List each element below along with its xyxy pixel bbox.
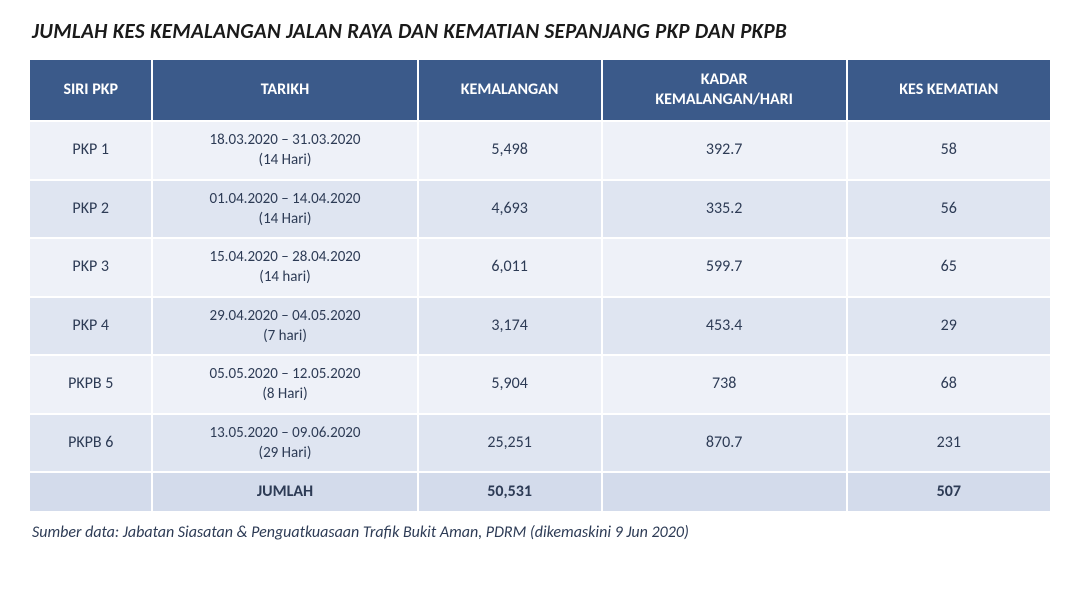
cell-kematian: 56 <box>848 181 1050 238</box>
cell-total-kadar <box>603 473 846 511</box>
page: JUMLAH KES KEMALANGAN JALAN RAYA DAN KEM… <box>0 0 1080 607</box>
accident-table: SIRI PKP TARIKH KEMALANGAN KADAR KEMALAN… <box>28 58 1052 513</box>
cell-total-label: JUMLAH <box>153 473 416 511</box>
cell-tarikh-line2: (14 hari) <box>159 267 410 287</box>
cell-kematian: 68 <box>848 356 1050 413</box>
cell-kadar: 453.4 <box>603 298 846 355</box>
table-row: PKP 1 18.03.2020 – 31.03.2020 (14 Hari) … <box>30 122 1050 179</box>
table-total-row: JUMLAH 50,531 507 <box>30 473 1050 511</box>
cell-total-blank <box>30 473 151 511</box>
cell-kematian: 58 <box>848 122 1050 179</box>
table-row: PKP 2 01.04.2020 – 14.04.2020 (14 Hari) … <box>30 181 1050 238</box>
cell-tarikh-line1: 15.04.2020 – 28.04.2020 <box>159 247 410 267</box>
cell-siri: PKP 4 <box>30 298 151 355</box>
cell-kemalangan: 25,251 <box>419 415 601 472</box>
th-tarikh: TARIKH <box>153 60 416 120</box>
th-kemalangan: KEMALANGAN <box>419 60 601 120</box>
th-kematian: KES KEMATIAN <box>848 60 1050 120</box>
cell-tarikh-line2: (14 Hari) <box>159 209 410 229</box>
cell-kadar: 870.7 <box>603 415 846 472</box>
cell-kemalangan: 3,174 <box>419 298 601 355</box>
cell-total-kemalangan: 50,531 <box>419 473 601 511</box>
cell-tarikh: 18.03.2020 – 31.03.2020 (14 Hari) <box>153 122 416 179</box>
cell-tarikh: 15.04.2020 – 28.04.2020 (14 hari) <box>153 239 416 296</box>
th-kadar-line1: KADAR <box>701 70 748 89</box>
th-kadar-line2: KEMALANGAN/HARI <box>655 90 793 109</box>
cell-tarikh-line1: 18.03.2020 – 31.03.2020 <box>159 130 410 150</box>
cell-tarikh: 01.04.2020 – 14.04.2020 (14 Hari) <box>153 181 416 238</box>
cell-tarikh-line2: (7 hari) <box>159 326 410 346</box>
cell-tarikh-line1: 01.04.2020 – 14.04.2020 <box>159 189 410 209</box>
cell-tarikh: 05.05.2020 – 12.05.2020 (8 Hari) <box>153 356 416 413</box>
cell-siri: PKPB 6 <box>30 415 151 472</box>
cell-kadar: 599.7 <box>603 239 846 296</box>
table-header-row: SIRI PKP TARIKH KEMALANGAN KADAR KEMALAN… <box>30 60 1050 120</box>
cell-tarikh: 13.05.2020 – 09.06.2020 (29 Hari) <box>153 415 416 472</box>
cell-siri: PKP 3 <box>30 239 151 296</box>
cell-siri: PKP 2 <box>30 181 151 238</box>
table-row: PKPB 6 13.05.2020 – 09.06.2020 (29 Hari)… <box>30 415 1050 472</box>
cell-kemalangan: 5,904 <box>419 356 601 413</box>
cell-tarikh-line2: (14 Hari) <box>159 150 410 170</box>
cell-kematian: 65 <box>848 239 1050 296</box>
cell-tarikh-line1: 13.05.2020 – 09.06.2020 <box>159 423 410 443</box>
cell-tarikh-line1: 05.05.2020 – 12.05.2020 <box>159 364 410 384</box>
cell-tarikh-line1: 29.04.2020 – 04.05.2020 <box>159 306 410 326</box>
cell-kadar: 335.2 <box>603 181 846 238</box>
cell-siri: PKPB 5 <box>30 356 151 413</box>
cell-tarikh-line2: (29 Hari) <box>159 443 410 463</box>
cell-kadar: 392.7 <box>603 122 846 179</box>
cell-tarikh-line2: (8 Hari) <box>159 384 410 404</box>
page-title: JUMLAH KES KEMALANGAN JALAN RAYA DAN KEM… <box>32 18 1052 44</box>
cell-kematian: 231 <box>848 415 1050 472</box>
cell-kematian: 29 <box>848 298 1050 355</box>
cell-kadar: 738 <box>603 356 846 413</box>
cell-tarikh: 29.04.2020 – 04.05.2020 (7 hari) <box>153 298 416 355</box>
cell-kemalangan: 5,498 <box>419 122 601 179</box>
th-siri: SIRI PKP <box>30 60 151 120</box>
cell-total-kematian: 507 <box>848 473 1050 511</box>
table-row: PKPB 5 05.05.2020 – 12.05.2020 (8 Hari) … <box>30 356 1050 413</box>
cell-kemalangan: 6,011 <box>419 239 601 296</box>
th-kadar: KADAR KEMALANGAN/HARI <box>603 60 846 120</box>
cell-siri: PKP 1 <box>30 122 151 179</box>
cell-kemalangan: 4,693 <box>419 181 601 238</box>
table-row: PKP 4 29.04.2020 – 04.05.2020 (7 hari) 3… <box>30 298 1050 355</box>
table-row: PKP 3 15.04.2020 – 28.04.2020 (14 hari) … <box>30 239 1050 296</box>
source-caption: Sumber data: Jabatan Siasatan & Penguatk… <box>32 523 1048 542</box>
